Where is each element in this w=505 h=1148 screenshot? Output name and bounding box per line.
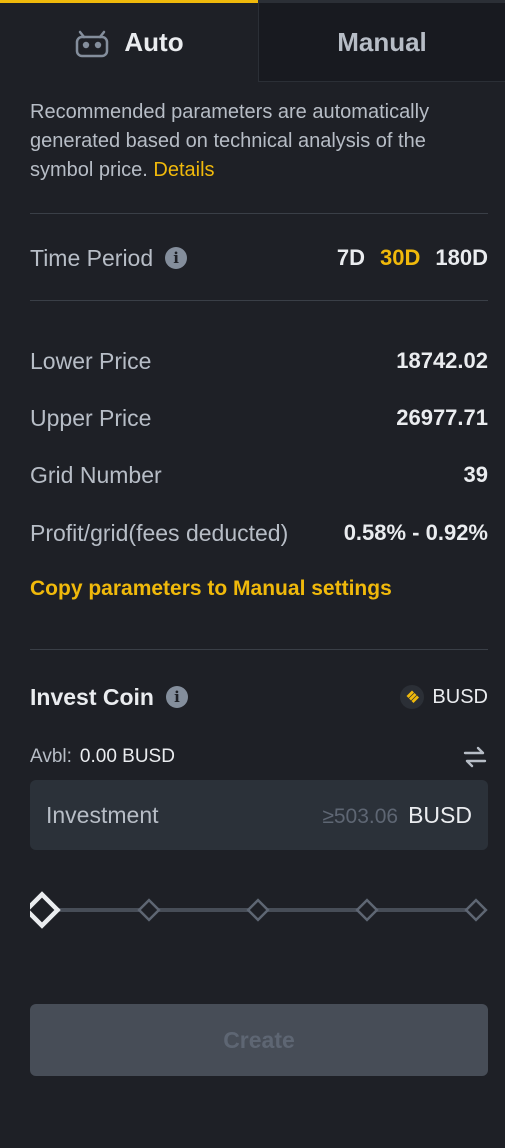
divider bbox=[30, 300, 488, 301]
grid-number-label: Grid Number bbox=[30, 461, 162, 488]
slider-tick-25 bbox=[137, 898, 161, 922]
tab-auto[interactable]: Auto bbox=[0, 0, 258, 82]
slider-handle bbox=[23, 891, 61, 929]
coin-name: BUSD bbox=[432, 685, 488, 708]
upper-price-row: Upper Price 26977.71 bbox=[30, 400, 488, 436]
investment-input[interactable]: Investment ≥503.06 BUSD bbox=[30, 780, 488, 850]
available-row: Avbl: 0.00 BUSD bbox=[30, 742, 488, 772]
grid-number-row: Grid Number 39 bbox=[30, 457, 488, 493]
slider-tick-50 bbox=[246, 898, 270, 922]
investment-input-label: Investment bbox=[46, 801, 159, 828]
divider bbox=[30, 213, 488, 214]
lower-price-label: Lower Price bbox=[30, 347, 152, 374]
invest-coin-title-wrap: Invest Coin i bbox=[30, 684, 188, 711]
details-link[interactable]: Details bbox=[153, 159, 215, 181]
auto-description: Recommended parameters are automatically… bbox=[30, 98, 480, 185]
investment-input-right: ≥503.06 BUSD bbox=[322, 802, 472, 829]
create-button[interactable]: Create bbox=[30, 1004, 488, 1076]
tab-auto-label: Auto bbox=[124, 27, 184, 57]
period-option-30d[interactable]: 30D bbox=[380, 245, 421, 270]
tab-manual-label: Manual bbox=[337, 26, 427, 57]
profit-grid-value: 0.58% - 0.92% bbox=[343, 520, 488, 545]
upper-price-value: 26977.71 bbox=[396, 405, 488, 430]
tab-manual[interactable]: Manual bbox=[258, 0, 505, 82]
profit-grid-row: Profit/grid(fees deducted) 0.58% - 0.92% bbox=[30, 515, 488, 551]
info-icon[interactable]: i bbox=[165, 686, 188, 708]
divider bbox=[30, 649, 488, 650]
slider-tick-100 bbox=[464, 898, 488, 922]
period-option-7d[interactable]: 7D bbox=[336, 245, 366, 270]
mode-tabs: Auto Manual bbox=[0, 0, 505, 82]
profit-grid-label: Profit/grid(fees deducted) bbox=[30, 519, 289, 546]
lower-price-row: Lower Price 18742.02 bbox=[30, 343, 488, 379]
upper-price-label: Upper Price bbox=[30, 404, 152, 431]
swap-arrows-icon[interactable] bbox=[462, 745, 488, 769]
robot-icon bbox=[74, 28, 110, 58]
description-text: Recommended parameters are automatically… bbox=[30, 101, 430, 181]
invest-coin-title: Invest Coin bbox=[30, 683, 154, 710]
time-period-label: Time Period bbox=[30, 244, 154, 271]
invest-coin-row: Invest Coin i BUSD bbox=[30, 679, 488, 715]
investment-slider[interactable] bbox=[23, 890, 490, 930]
time-period-row: Time Period i 7D 30D 180D bbox=[30, 240, 488, 276]
grid-number-value: 39 bbox=[463, 462, 488, 487]
time-period-label-wrap: Time Period i bbox=[30, 244, 188, 272]
avbl-label: Avbl: bbox=[30, 746, 72, 767]
slider-tick-75 bbox=[355, 898, 379, 922]
busd-icon bbox=[400, 685, 425, 709]
avbl-value: 0.00 BUSD bbox=[79, 746, 175, 767]
info-icon[interactable]: i bbox=[165, 247, 188, 269]
copy-to-manual-link[interactable]: Copy parameters to Manual settings bbox=[30, 577, 392, 600]
time-period-options: 7D 30D 180D bbox=[337, 245, 488, 271]
period-option-180d[interactable]: 180D bbox=[435, 245, 488, 270]
lower-price-value: 18742.02 bbox=[396, 348, 488, 373]
investment-placeholder: ≥503.06 bbox=[322, 804, 399, 828]
coin-selector[interactable]: BUSD bbox=[400, 685, 488, 709]
available-balance: Avbl: 0.00 BUSD bbox=[30, 746, 175, 768]
investment-unit: BUSD bbox=[408, 801, 472, 828]
